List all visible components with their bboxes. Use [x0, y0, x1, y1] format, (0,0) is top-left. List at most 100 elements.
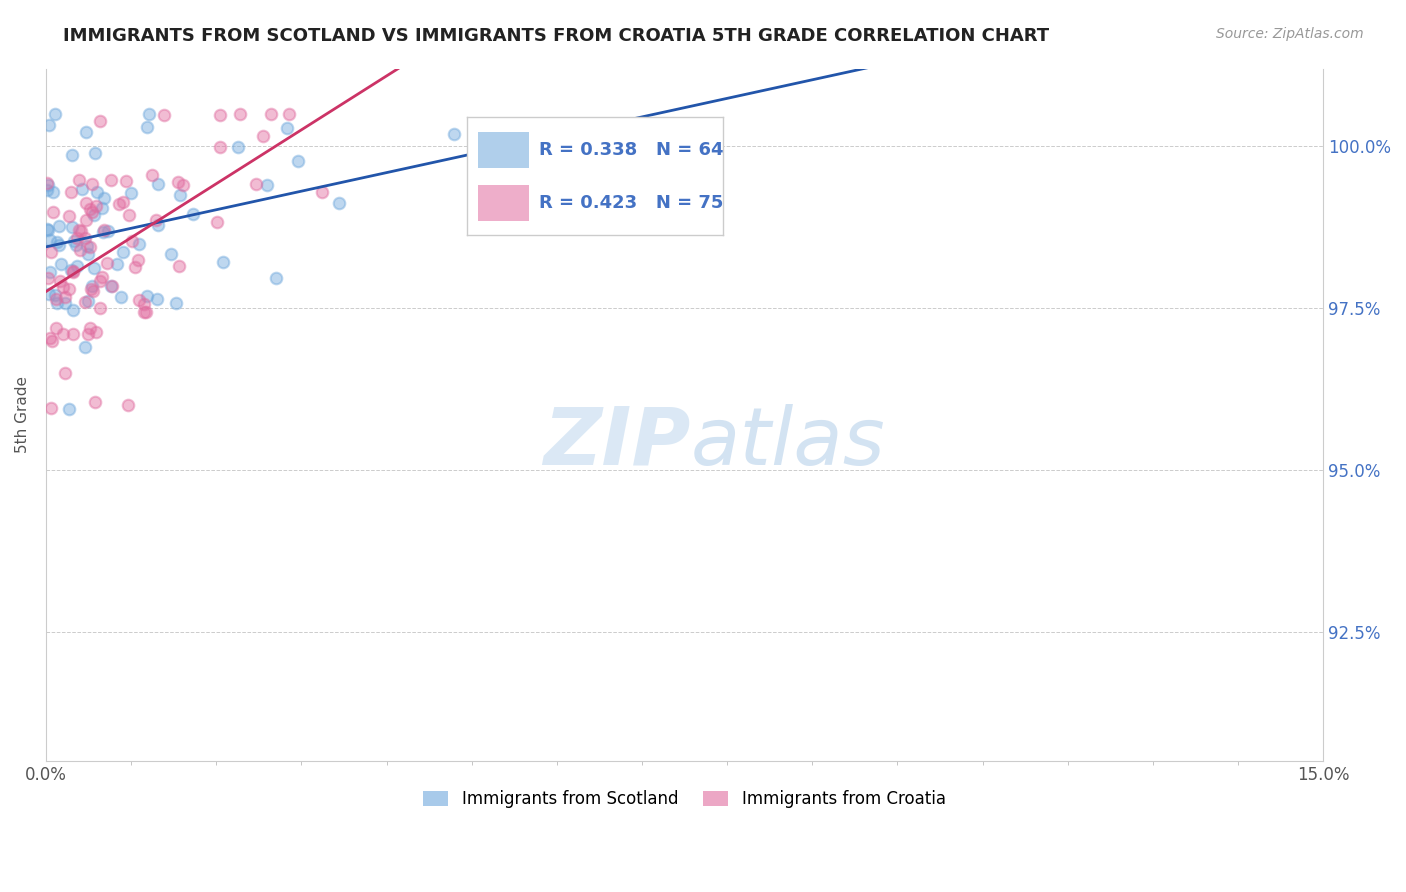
- Point: [118, 208, 141, 222]
- Point: [75, 195, 97, 210]
- Point: [63, 234, 86, 248]
- Point: [39, 233, 62, 247]
- Point: [277, 107, 299, 121]
- Point: [128, 293, 150, 308]
- Point: [443, 127, 465, 141]
- Point: [37, 270, 59, 285]
- Point: [124, 260, 146, 274]
- Point: [41, 186, 63, 200]
- Point: [58, 283, 80, 297]
- Point: [93, 223, 115, 237]
- Point: [91, 269, 114, 284]
- Point: [256, 178, 278, 192]
- Point: [38, 265, 60, 279]
- Point: [49, 257, 72, 271]
- Point: [52, 279, 75, 293]
- Point: [41, 334, 63, 348]
- Point: [44, 107, 66, 121]
- Point: [107, 197, 129, 211]
- Point: [53, 366, 76, 380]
- Point: [35, 222, 58, 236]
- Point: [136, 289, 159, 303]
- Point: [252, 129, 274, 144]
- Point: [169, 188, 191, 202]
- Point: [181, 207, 204, 221]
- Point: [132, 297, 155, 311]
- Text: IMMIGRANTS FROM SCOTLAND VS IMMIGRANTS FROM CROATIA 5TH GRADE CORRELATION CHART: IMMIGRANTS FROM SCOTLAND VS IMMIGRANTS F…: [63, 27, 1049, 45]
- Point: [311, 185, 333, 199]
- Text: Source: ZipAtlas.com: Source: ZipAtlas.com: [1216, 27, 1364, 41]
- Point: [132, 304, 155, 318]
- Point: [59, 263, 82, 277]
- Point: [46, 296, 69, 310]
- Point: [76, 246, 98, 260]
- Point: [105, 257, 128, 271]
- Point: [135, 304, 157, 318]
- Point: [112, 245, 135, 260]
- Point: [169, 260, 191, 274]
- Point: [100, 172, 122, 186]
- Point: [53, 295, 76, 310]
- Point: [120, 186, 142, 200]
- Point: [117, 398, 139, 412]
- Point: [82, 285, 104, 299]
- Point: [79, 240, 101, 254]
- Point: [110, 290, 132, 304]
- Point: [37, 178, 59, 192]
- Point: [75, 213, 97, 227]
- Point: [84, 199, 107, 213]
- Point: [115, 174, 138, 188]
- Point: [287, 153, 309, 168]
- Point: [66, 231, 89, 245]
- Point: [45, 292, 67, 306]
- Point: [38, 118, 60, 132]
- Point: [65, 238, 87, 252]
- Point: [75, 125, 97, 139]
- Point: [39, 330, 62, 344]
- Point: [165, 295, 187, 310]
- Point: [80, 205, 103, 219]
- Point: [59, 185, 82, 199]
- Point: [146, 219, 169, 233]
- Text: atlas: atlas: [690, 403, 886, 482]
- Point: [127, 252, 149, 267]
- Point: [69, 244, 91, 258]
- Point: [79, 321, 101, 335]
- Point: [138, 107, 160, 121]
- Point: [228, 140, 250, 154]
- Point: [101, 279, 124, 293]
- Point: [112, 195, 135, 210]
- Point: [35, 176, 58, 190]
- Point: [121, 234, 143, 248]
- Point: [208, 140, 231, 154]
- Point: [35, 183, 58, 197]
- Point: [83, 145, 105, 160]
- Point: [58, 209, 80, 223]
- Point: [39, 245, 62, 260]
- Point: [67, 173, 90, 187]
- Point: [128, 237, 150, 252]
- Point: [136, 120, 159, 135]
- Point: [53, 290, 76, 304]
- Point: [89, 301, 111, 315]
- Point: [166, 176, 188, 190]
- Point: [228, 107, 250, 121]
- Point: [83, 394, 105, 409]
- Point: [146, 177, 169, 191]
- Point: [75, 340, 97, 354]
- Point: [79, 202, 101, 216]
- Text: ZIP: ZIP: [544, 403, 690, 482]
- Point: [46, 235, 69, 249]
- Point: [62, 264, 84, 278]
- Point: [328, 196, 350, 211]
- Point: [172, 178, 194, 193]
- Point: [86, 186, 108, 200]
- Point: [77, 293, 100, 308]
- Point: [145, 213, 167, 227]
- Point: [84, 325, 107, 339]
- Point: [276, 121, 298, 136]
- Point: [58, 401, 80, 416]
- Point: [212, 254, 235, 268]
- Point: [48, 238, 70, 252]
- Point: [76, 327, 98, 342]
